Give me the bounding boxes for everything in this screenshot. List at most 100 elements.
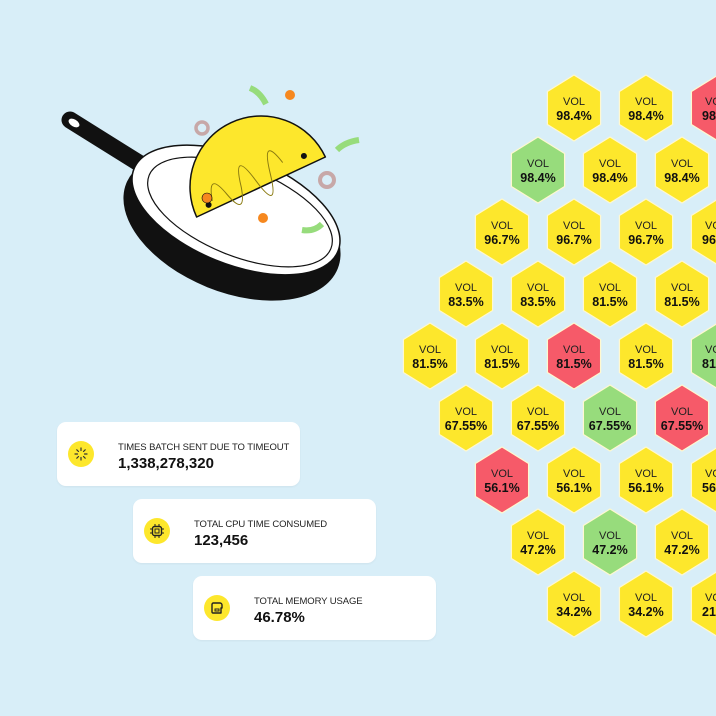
hex-value: 81.5% <box>556 357 591 371</box>
hex-value: 98. <box>702 109 716 123</box>
hex-label: VOL <box>491 220 513 232</box>
hex-value: 96. <box>702 233 716 247</box>
hex-label: VOL <box>563 592 585 604</box>
hex-label: VOL <box>563 468 585 480</box>
hex-value: 56.1% <box>484 481 519 495</box>
metric-card-timeout-batches: TIMES BATCH SENT DUE TO TIMEOUT 1,338,27… <box>57 422 300 486</box>
pan-illustration <box>61 85 360 301</box>
hex-value: 81.5% <box>664 295 699 309</box>
hex-value: 67.55% <box>445 419 487 433</box>
memory-icon <box>204 595 230 621</box>
metric-value: 46.78% <box>254 609 305 626</box>
hex-label: VOL <box>563 96 585 108</box>
hex-value: 34.2% <box>556 605 591 619</box>
hexagon <box>690 323 716 389</box>
hex-value: 98.4% <box>664 171 699 185</box>
hex-label: VOL <box>455 406 477 418</box>
hex-cell-yellow: VOL21. <box>690 571 716 637</box>
hex-value: 98.4% <box>556 109 591 123</box>
hex-value: 83.5% <box>520 295 555 309</box>
hex-value: 98.4% <box>520 171 555 185</box>
hex-label: VOL <box>635 592 657 604</box>
hexagon <box>654 260 710 328</box>
hex-value: 47.2% <box>592 543 627 557</box>
hex-label: VOL <box>563 344 585 356</box>
hexagon <box>474 198 530 266</box>
hex-value: 67.55% <box>661 419 703 433</box>
hex-value: 81.5% <box>592 295 627 309</box>
hexagon <box>618 322 674 390</box>
hex-label: VOL <box>599 282 621 294</box>
hexagon <box>690 447 716 513</box>
hex-label: VOL <box>455 282 477 294</box>
hex-value: 56.1% <box>628 481 663 495</box>
hex-label: VOL <box>419 344 441 356</box>
hex-value: 21. <box>702 605 716 619</box>
hexagon <box>438 384 494 452</box>
hex-label: VOL <box>705 220 716 232</box>
hexagon <box>690 199 716 265</box>
hex-label: VOL <box>527 406 549 418</box>
hex-label: VOL <box>705 344 716 356</box>
hexagon <box>654 136 710 204</box>
hex-value: 47.2% <box>664 543 699 557</box>
hexagon <box>690 75 716 141</box>
hex-label: VOL <box>671 282 693 294</box>
metric-label: TIMES BATCH SENT DUE TO TIMEOUT <box>118 442 290 453</box>
hex-label: VOL <box>705 96 716 108</box>
hexagon <box>546 322 602 390</box>
hexagon <box>510 136 566 204</box>
hex-value: 81. <box>702 357 716 371</box>
hex-value: 83.5% <box>448 295 483 309</box>
hexagon <box>546 74 602 142</box>
hexagon <box>402 322 458 390</box>
hex-label: VOL <box>491 468 513 480</box>
hex-label: VOL <box>527 158 549 170</box>
hexagon <box>510 508 566 576</box>
metric-value: 123,456 <box>194 532 249 549</box>
hexagon <box>582 136 638 204</box>
hex-label: VOL <box>599 530 621 542</box>
hexagon <box>618 446 674 514</box>
hex-value: 81.5% <box>412 357 447 371</box>
hexagon <box>654 508 710 576</box>
hex-value: 34.2% <box>628 605 663 619</box>
hex-label: VOL <box>635 344 657 356</box>
hex-label: VOL <box>599 406 621 418</box>
hexagon <box>510 260 566 328</box>
hex-value: 96.7% <box>628 233 663 247</box>
hex-value: 98.4% <box>592 171 627 185</box>
hex-value: 81.5% <box>484 357 519 371</box>
hex-label: VOL <box>635 220 657 232</box>
metric-card-memory-usage: TOTAL MEMORY USAGE 46.78% <box>193 576 436 640</box>
hex-label: VOL <box>527 530 549 542</box>
hex-label: VOL <box>705 592 716 604</box>
hexagon <box>546 446 602 514</box>
